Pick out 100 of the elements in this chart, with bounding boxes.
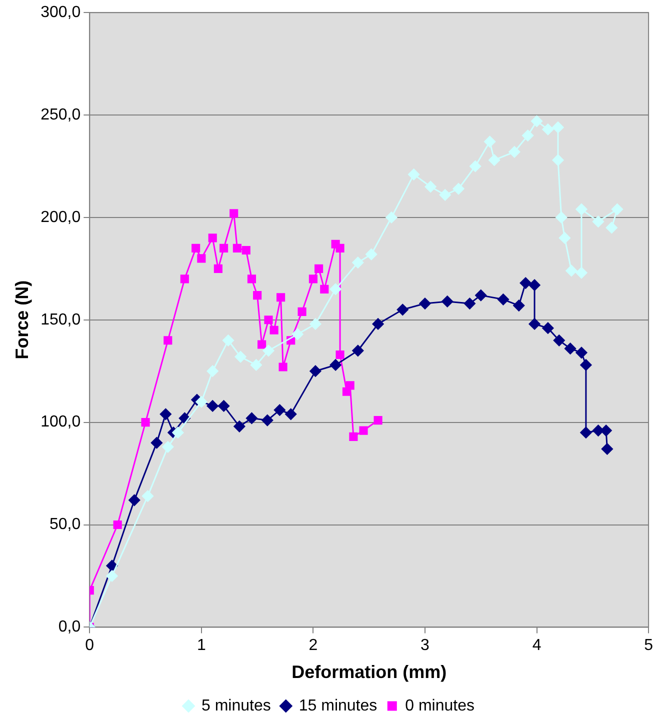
legend-label: 15 minutes [298, 697, 378, 714]
point [580, 359, 592, 371]
point [564, 342, 576, 354]
point [230, 209, 238, 218]
point [160, 408, 172, 420]
point [566, 264, 578, 276]
point [528, 279, 540, 291]
point [475, 290, 487, 302]
point [484, 136, 496, 148]
point [218, 400, 230, 412]
point [359, 426, 368, 435]
point [386, 212, 398, 224]
y-tick-label: 200,0 [40, 208, 81, 226]
point [580, 426, 592, 438]
x-tick-label: 1 [196, 637, 206, 654]
point [106, 570, 118, 582]
point [246, 412, 258, 424]
y-axis-title: Force (N) [12, 280, 32, 360]
point [452, 183, 464, 195]
point [464, 298, 476, 310]
point [419, 298, 431, 310]
point [128, 494, 140, 506]
point [314, 264, 324, 273]
point [219, 244, 228, 252]
point [336, 350, 344, 360]
point [106, 560, 118, 572]
x-axis-title: Deformation (mm) [292, 662, 447, 682]
point [556, 212, 568, 224]
point [442, 296, 454, 308]
point [141, 418, 150, 427]
point [278, 362, 288, 372]
point [253, 291, 262, 300]
point [320, 284, 329, 294]
point [520, 277, 532, 289]
point [150, 437, 162, 449]
point [372, 318, 384, 330]
point [113, 520, 122, 530]
point [352, 344, 364, 356]
point [513, 300, 525, 312]
y-tick-label: 100,0 [40, 414, 81, 431]
legend-label: 0 minutes [405, 697, 475, 714]
point [508, 146, 520, 158]
point [330, 283, 342, 295]
point [292, 328, 304, 340]
point [408, 168, 420, 180]
point [164, 336, 172, 345]
point [558, 232, 570, 244]
point [349, 432, 358, 441]
point [206, 365, 218, 377]
point [162, 441, 174, 453]
point [552, 154, 564, 166]
point [352, 256, 364, 268]
point [606, 222, 618, 234]
point [497, 294, 509, 306]
x-tick-label: 3 [420, 637, 430, 654]
point [592, 216, 604, 228]
point [310, 318, 322, 330]
point [247, 274, 256, 284]
point [232, 244, 242, 252]
point [576, 267, 588, 279]
point [270, 326, 278, 334]
point [250, 359, 262, 371]
point [285, 408, 297, 420]
y-tick-label: 250,0 [40, 106, 81, 124]
point [196, 396, 208, 408]
point [439, 189, 451, 201]
x-tick-label: 0 [85, 637, 94, 654]
x-tick-label: 5 [644, 637, 654, 654]
point [234, 351, 246, 363]
point [264, 316, 273, 324]
point [488, 154, 500, 166]
point [522, 130, 534, 142]
point [274, 404, 286, 416]
point [180, 274, 189, 284]
point [172, 426, 184, 438]
legend-label: 5 minutes [202, 697, 271, 714]
point [366, 248, 378, 260]
y-tick-label: 50,0 [50, 516, 81, 534]
point [208, 234, 217, 242]
point [242, 246, 250, 255]
point [470, 160, 482, 172]
point [528, 318, 540, 330]
point [276, 293, 286, 302]
point [142, 490, 154, 502]
y-tick-label: 150,0 [40, 311, 81, 328]
y-tick-label: 0,0 [58, 618, 81, 636]
point [424, 180, 436, 192]
x-tick-label: 4 [532, 637, 542, 654]
point [222, 334, 234, 346]
point [374, 416, 382, 425]
point [197, 254, 206, 263]
point [234, 420, 246, 432]
point [542, 322, 554, 334]
point [346, 381, 354, 390]
point [396, 304, 408, 316]
point [576, 204, 588, 216]
point [542, 124, 554, 136]
point [330, 359, 342, 371]
point [612, 204, 623, 216]
point [310, 365, 322, 377]
